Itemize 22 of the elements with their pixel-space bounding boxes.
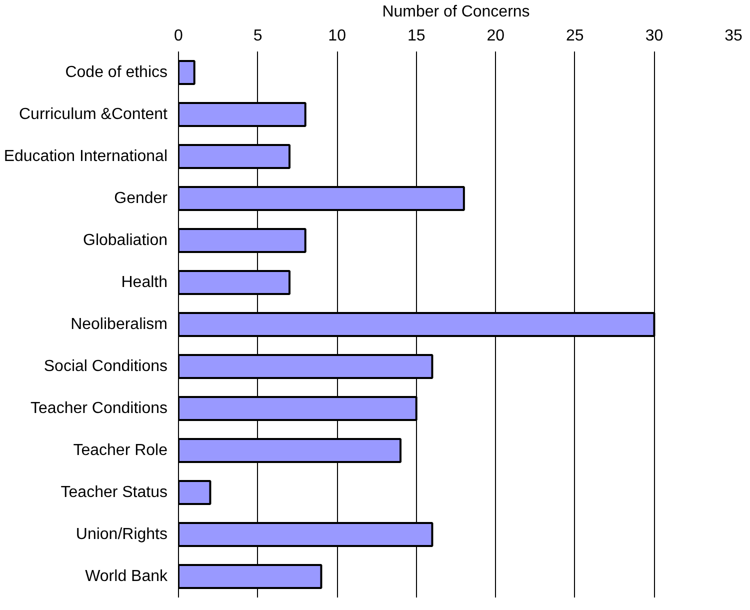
y-tick-label: Teacher Role bbox=[73, 442, 168, 459]
x-tick-label: 35 bbox=[724, 28, 742, 44]
y-tick-label: Gender bbox=[114, 190, 168, 207]
x-axis-title: Number of Concerns bbox=[382, 4, 530, 20]
x-tick-label: 10 bbox=[328, 28, 346, 44]
y-tick-label: Union/Rights bbox=[76, 526, 168, 543]
x-tick-label: 5 bbox=[253, 28, 262, 44]
x-tick-label: 30 bbox=[645, 28, 664, 44]
y-tick-label: Education International bbox=[4, 148, 168, 165]
y-tick-label: Teacher Status bbox=[60, 484, 168, 501]
x-tick-label: 0 bbox=[174, 28, 184, 44]
y-tick-label: Health bbox=[121, 274, 168, 291]
y-tick-label: Code of ethics bbox=[65, 64, 168, 81]
y-tick-label: World Bank bbox=[85, 568, 168, 585]
y-tick-label: Globaliation bbox=[83, 232, 168, 249]
x-tick-label: 20 bbox=[486, 28, 505, 44]
x-tick-label: 15 bbox=[407, 28, 426, 44]
y-tick-label: Teacher Conditions bbox=[30, 400, 168, 417]
x-tick-label: 25 bbox=[566, 28, 584, 44]
y-tick-label: Neoliberalism bbox=[70, 316, 168, 333]
y-tick-label: Curriculum &Content bbox=[19, 106, 168, 123]
y-tick-label: Social Conditions bbox=[44, 358, 168, 375]
